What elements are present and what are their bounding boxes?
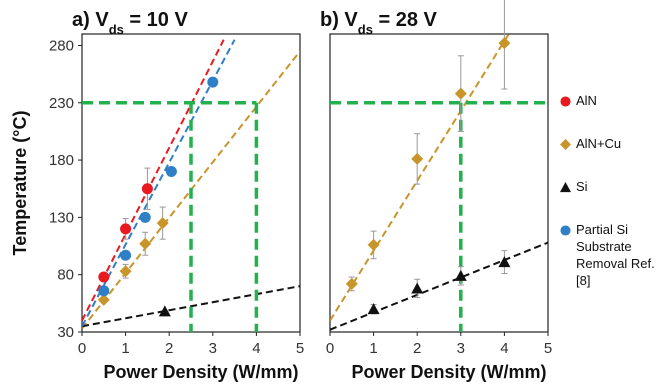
chart-title: b) Vds = 28 V bbox=[320, 9, 438, 37]
data-point bbox=[165, 166, 177, 178]
y-tick-label: 230 bbox=[49, 95, 74, 112]
y-tick-label: 280 bbox=[49, 37, 74, 54]
data-point bbox=[367, 303, 380, 315]
data-point bbox=[141, 183, 153, 195]
x-tick-label: 1 bbox=[369, 340, 377, 357]
triangle-marker-icon bbox=[560, 182, 571, 193]
data-point bbox=[98, 271, 110, 283]
plot-frame bbox=[329, 33, 549, 333]
data-point bbox=[498, 256, 511, 268]
data-point bbox=[119, 265, 132, 278]
legend-item-si: Si bbox=[560, 178, 662, 195]
x-tick-label: 2 bbox=[165, 340, 173, 357]
chart-panel-b: b) Vds = 28 V 0 1 2 3 4 5 Power Density (W/mm) bbox=[320, 0, 552, 382]
trend-line bbox=[82, 285, 300, 328]
legend-item-aln-cu: AlN+Cu bbox=[560, 135, 662, 152]
x-tick-label: 0 bbox=[326, 340, 334, 357]
diamond-marker-icon bbox=[560, 139, 571, 150]
legend-label: AlN bbox=[576, 93, 597, 108]
data-point bbox=[156, 217, 169, 230]
y-tick-label: 80 bbox=[57, 267, 74, 284]
legend-item-partial-si: Partial Si Substrate Removal Ref. [8] bbox=[560, 221, 662, 289]
x-tick-label: 0 bbox=[78, 340, 86, 357]
y-tick-label: 30 bbox=[57, 324, 74, 341]
data-point bbox=[98, 285, 110, 297]
x-tick-label: 3 bbox=[209, 340, 217, 357]
data-point bbox=[120, 223, 132, 235]
y-tick-label: 180 bbox=[49, 152, 74, 169]
circle-marker-icon bbox=[560, 225, 571, 236]
trend-line bbox=[330, 34, 510, 322]
trend-line bbox=[82, 39, 236, 327]
y-axis-label: Temperature (°C) bbox=[10, 111, 30, 256]
data-point bbox=[139, 211, 151, 223]
data-point bbox=[158, 305, 171, 317]
plot-frame bbox=[81, 33, 301, 333]
data-point bbox=[207, 76, 219, 88]
y-tick-label: 130 bbox=[49, 209, 74, 226]
x-tick-label: 2 bbox=[413, 340, 421, 357]
trend-line bbox=[330, 241, 548, 331]
legend-label: AlN+Cu bbox=[576, 136, 622, 151]
x-axis-label: Power Density (W/mm) bbox=[351, 362, 546, 382]
x-tick-label: 5 bbox=[296, 340, 304, 357]
data-point bbox=[345, 277, 358, 290]
data-point bbox=[120, 249, 132, 261]
legend-item-aln: AlN bbox=[560, 92, 662, 109]
x-tick-label: 5 bbox=[544, 340, 552, 357]
legend: AlN AlN+Cu Si Partial Si Substrate Remov… bbox=[560, 92, 662, 288]
data-point bbox=[454, 87, 467, 100]
chart-panel-a: a) Vds = 10 V 0 1 2 3 4 5 30 80 130 180 230 280 Power… bbox=[10, 9, 304, 382]
x-tick-label: 1 bbox=[121, 340, 129, 357]
circle-marker-icon bbox=[560, 96, 571, 107]
trend-line bbox=[82, 39, 225, 321]
x-axis-label: Power Density (W/mm) bbox=[103, 362, 298, 382]
data-point bbox=[411, 152, 424, 165]
chart-title: a) Vds = 10 V bbox=[72, 9, 188, 37]
x-tick-label: 4 bbox=[252, 340, 260, 357]
data-point bbox=[411, 282, 424, 294]
data-point bbox=[454, 269, 467, 281]
legend-label: Partial Si Substrate Removal Ref. [8] bbox=[576, 222, 655, 288]
legend-label: Si bbox=[576, 179, 588, 194]
data-point bbox=[498, 37, 511, 50]
data-point bbox=[139, 237, 152, 250]
data-point bbox=[97, 293, 110, 306]
x-tick-label: 4 bbox=[500, 340, 508, 357]
x-tick-label: 3 bbox=[457, 340, 465, 357]
data-point bbox=[367, 238, 380, 251]
